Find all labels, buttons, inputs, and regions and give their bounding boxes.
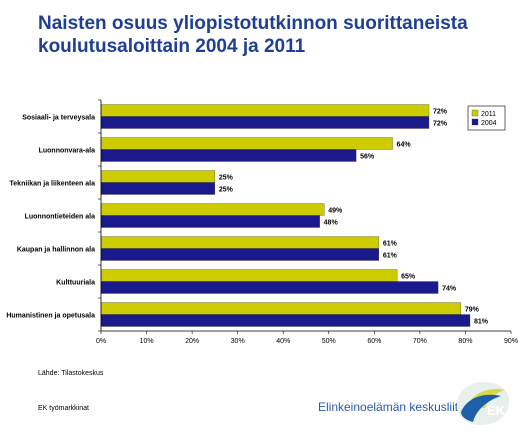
category-label: Sosiaali- ja terveysala (22, 115, 95, 122)
bar (100, 281, 439, 294)
legend-label: 2004 (481, 120, 497, 127)
legend-swatch (471, 109, 479, 117)
x-tick-label: 80% (458, 338, 472, 345)
data-label: 25% (219, 187, 234, 194)
bar (100, 104, 430, 117)
data-label: 25% (219, 175, 234, 182)
bar (100, 170, 216, 183)
bar (100, 314, 471, 327)
category-label: Luonnontieteiden ala (25, 214, 95, 221)
source-note: Lähde: Tilastokeskus (38, 370, 104, 377)
data-label: 64% (397, 142, 412, 149)
category-label: Kaupan ja hallinnon ala (17, 247, 95, 254)
data-label: 79% (465, 307, 480, 314)
x-tick-label: 90% (504, 338, 518, 345)
bar (100, 215, 320, 228)
x-tick-label: 50% (322, 338, 336, 345)
bar (100, 236, 380, 249)
chart-title: Naisten osuus yliopistotutkinnon suoritt… (38, 12, 508, 58)
x-tick-label: 10% (140, 338, 154, 345)
legend-swatch (471, 118, 479, 126)
data-label: 72% (433, 109, 448, 116)
bar (100, 182, 216, 195)
footer-text: EK työmarkkinat (38, 405, 89, 412)
category-label: Kulttuuriala (56, 280, 95, 287)
ek-logo: EK (456, 382, 510, 425)
x-tick-label: 60% (367, 338, 381, 345)
x-tick-label: 70% (413, 338, 427, 345)
x-tick-label: 20% (185, 338, 199, 345)
brand-name: Elinkeinoelämän keskusliitto (318, 400, 469, 414)
data-label: 81% (474, 319, 489, 326)
bar (100, 203, 325, 216)
title-line-1: Naisten osuus yliopistotutkinnon suoritt… (38, 13, 468, 34)
data-label: 48% (324, 220, 339, 227)
data-label: 72% (433, 121, 448, 128)
bar (100, 248, 380, 261)
data-label: 61% (383, 241, 398, 248)
data-label: 74% (442, 286, 457, 293)
data-label: 56% (360, 154, 375, 161)
data-label: 65% (401, 274, 416, 281)
category-label: Luonnonvara-ala (39, 148, 96, 155)
bar (100, 116, 430, 129)
bar (100, 302, 462, 315)
bar (100, 137, 393, 150)
x-tick-label: 30% (231, 338, 245, 345)
data-label: 61% (383, 253, 398, 260)
legend-label: 2011 (481, 111, 496, 118)
bar (100, 149, 357, 162)
data-label: 49% (328, 208, 343, 215)
bar (100, 269, 398, 282)
x-tick-label: 0% (96, 338, 106, 345)
title-line-2: koulutusaloittain 2004 ja 2011 (38, 36, 306, 57)
category-label: Humanistinen ja opetusala (6, 313, 95, 320)
category-label: Tekniikan ja liikenteen ala (10, 181, 96, 188)
x-tick-label: 40% (276, 338, 290, 345)
svg-text:EK: EK (487, 403, 506, 418)
